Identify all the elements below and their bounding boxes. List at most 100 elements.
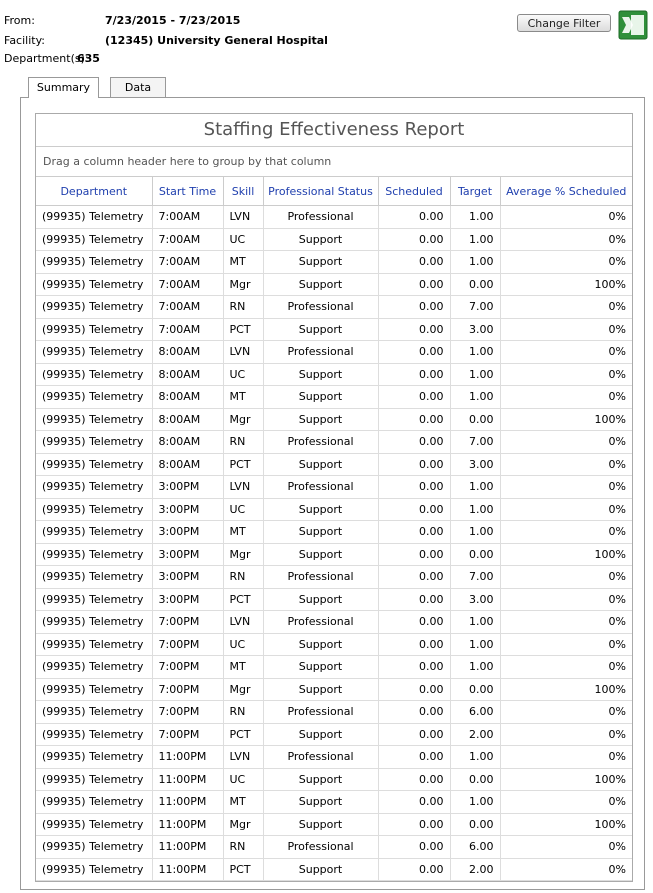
table-cell: 0.00	[449, 272, 501, 296]
table-cell: 7:00PM	[151, 632, 224, 656]
table-cell: 0.00	[377, 610, 451, 634]
table-cell: Support	[262, 677, 379, 701]
table-cell: PCT	[222, 857, 264, 881]
table-cell: 0.00	[377, 430, 451, 454]
table-row: (99935) Telemetry 7:00PM PCT Support 0.00 2.0…	[36, 722, 632, 746]
table-cell: 0.00	[449, 542, 501, 566]
table-cell: Mgr	[222, 542, 264, 566]
table-cell: Professional	[262, 565, 379, 589]
table-cell: 2.00	[449, 857, 501, 881]
table-cell: 0%	[499, 565, 632, 589]
table-cell: (99935) Telemetry	[36, 790, 153, 814]
table-row: (99935) Telemetry 3:00PM RN Professional 0.0…	[36, 565, 632, 589]
table-cell: LVN	[222, 745, 264, 769]
tab-data[interactable]: Data	[110, 77, 166, 97]
table-row: (99935) Telemetry 7:00PM RN Professional 0.0…	[36, 700, 632, 724]
from-value: 7/23/2015 - 7/23/2015	[105, 14, 241, 27]
table-cell: 7:00AM	[151, 295, 224, 319]
table-cell: 0.00	[377, 475, 451, 499]
table-row: (99935) Telemetry 3:00PM Mgr Support 0.00 0.0…	[36, 542, 632, 566]
table-cell: (99935) Telemetry	[36, 295, 153, 319]
column-header[interactable]: Department	[36, 177, 153, 206]
icon-x	[622, 17, 633, 33]
table-cell: Mgr	[222, 812, 264, 836]
table-cell: 0%	[499, 835, 632, 859]
table-cell: 3:00PM	[151, 520, 224, 544]
table-cell: Support	[262, 452, 379, 476]
table-cell: 0.00	[377, 565, 451, 589]
table-cell: 0.00	[449, 677, 501, 701]
table-cell: 11:00PM	[151, 857, 224, 881]
table-cell: Professional	[262, 430, 379, 454]
table-cell: 100%	[499, 272, 632, 296]
table-cell: Support	[262, 497, 379, 521]
table-cell: (99935) Telemetry	[36, 857, 153, 881]
table-cell: 0%	[499, 295, 632, 319]
table-cell: Professional	[262, 745, 379, 769]
table-cell: (99935) Telemetry	[36, 430, 153, 454]
table-cell: (99935) Telemetry	[36, 722, 153, 746]
table-row: (99935) Telemetry 7:00PM MT Support 0.00 1.00…	[36, 655, 632, 679]
excel-export-icon[interactable]	[618, 10, 648, 40]
table-row: (99935) Telemetry 7:00AM LVN Professional 0.…	[36, 205, 632, 229]
table-cell: (99935) Telemetry	[36, 452, 153, 476]
table-cell: RN	[222, 565, 264, 589]
table-row: (99935) Telemetry 11:00PM Mgr Support 0.00 0.…	[36, 812, 632, 836]
table-cell: 0.00	[377, 385, 451, 409]
table-cell: Professional	[262, 700, 379, 724]
table-cell: Professional	[262, 340, 379, 364]
change-filter-button[interactable]: Change Filter	[517, 14, 611, 32]
table-cell: Professional	[262, 205, 379, 229]
table-cell: 0%	[499, 857, 632, 881]
facility-value: (12345) University General Hospital	[105, 34, 328, 47]
table-cell: 0.00	[377, 835, 451, 859]
table-cell: LVN	[222, 340, 264, 364]
table-cell: 1.00	[449, 497, 501, 521]
table-cell: UC	[222, 227, 264, 251]
table-cell: Professional	[262, 835, 379, 859]
column-header[interactable]: Start Time	[151, 177, 224, 206]
table-row: (99935) Telemetry 7:00AM MT Support 0.00 1.00…	[36, 250, 632, 274]
table-cell: (99935) Telemetry	[36, 385, 153, 409]
table-cell: 8:00AM	[151, 430, 224, 454]
table-cell: 0.00	[377, 250, 451, 274]
table-row: (99935) Telemetry 11:00PM MT Support 0.00 1.0…	[36, 790, 632, 814]
table-row: (99935) Telemetry 3:00PM LVN Professional 0.…	[36, 475, 632, 499]
column-header[interactable]: Professional Status	[262, 177, 379, 206]
table-cell: 0.00	[377, 295, 451, 319]
table-cell: 0.00	[377, 767, 451, 791]
table-cell: (99935) Telemetry	[36, 250, 153, 274]
tab-summary[interactable]: Summary	[28, 77, 99, 98]
table-row: (99935) Telemetry 7:00PM LVN Professional 0.…	[36, 610, 632, 634]
table-cell: 7.00	[449, 295, 501, 319]
table-cell: Support	[262, 722, 379, 746]
column-header[interactable]: Skill	[222, 177, 264, 206]
table-cell: 7:00AM	[151, 227, 224, 251]
table-cell: RN	[222, 430, 264, 454]
table-cell: 3:00PM	[151, 565, 224, 589]
table-body: (99935) Telemetry 7:00AM LVN Professional 0.…	[36, 205, 632, 881]
column-header[interactable]: Average % Scheduled	[499, 177, 632, 206]
column-header[interactable]: Scheduled	[377, 177, 451, 206]
table-cell: 100%	[499, 812, 632, 836]
department-value: 635	[77, 52, 100, 65]
table-cell: 1.00	[449, 250, 501, 274]
table-cell: Support	[262, 767, 379, 791]
table-cell: 0.00	[377, 722, 451, 746]
table-cell: (99935) Telemetry	[36, 272, 153, 296]
table-row: (99935) Telemetry 8:00AM PCT Support 0.00 3.0…	[36, 452, 632, 476]
table-row: (99935) Telemetry 11:00PM UC Support 0.00 0.0…	[36, 767, 632, 791]
table-cell: Support	[262, 385, 379, 409]
table-cell: 11:00PM	[151, 835, 224, 859]
table-cell: Professional	[262, 295, 379, 319]
column-header[interactable]: Target	[449, 177, 501, 206]
table-cell: 3:00PM	[151, 542, 224, 566]
table-cell: (99935) Telemetry	[36, 407, 153, 431]
table-cell: 0.00	[377, 677, 451, 701]
table-cell: (99935) Telemetry	[36, 632, 153, 656]
table-cell: Support	[262, 655, 379, 679]
table-cell: 0%	[499, 610, 632, 634]
table-cell: PCT	[222, 587, 264, 611]
table-cell: Support	[262, 812, 379, 836]
group-hint: Drag a column header here to group by th…	[36, 147, 632, 177]
